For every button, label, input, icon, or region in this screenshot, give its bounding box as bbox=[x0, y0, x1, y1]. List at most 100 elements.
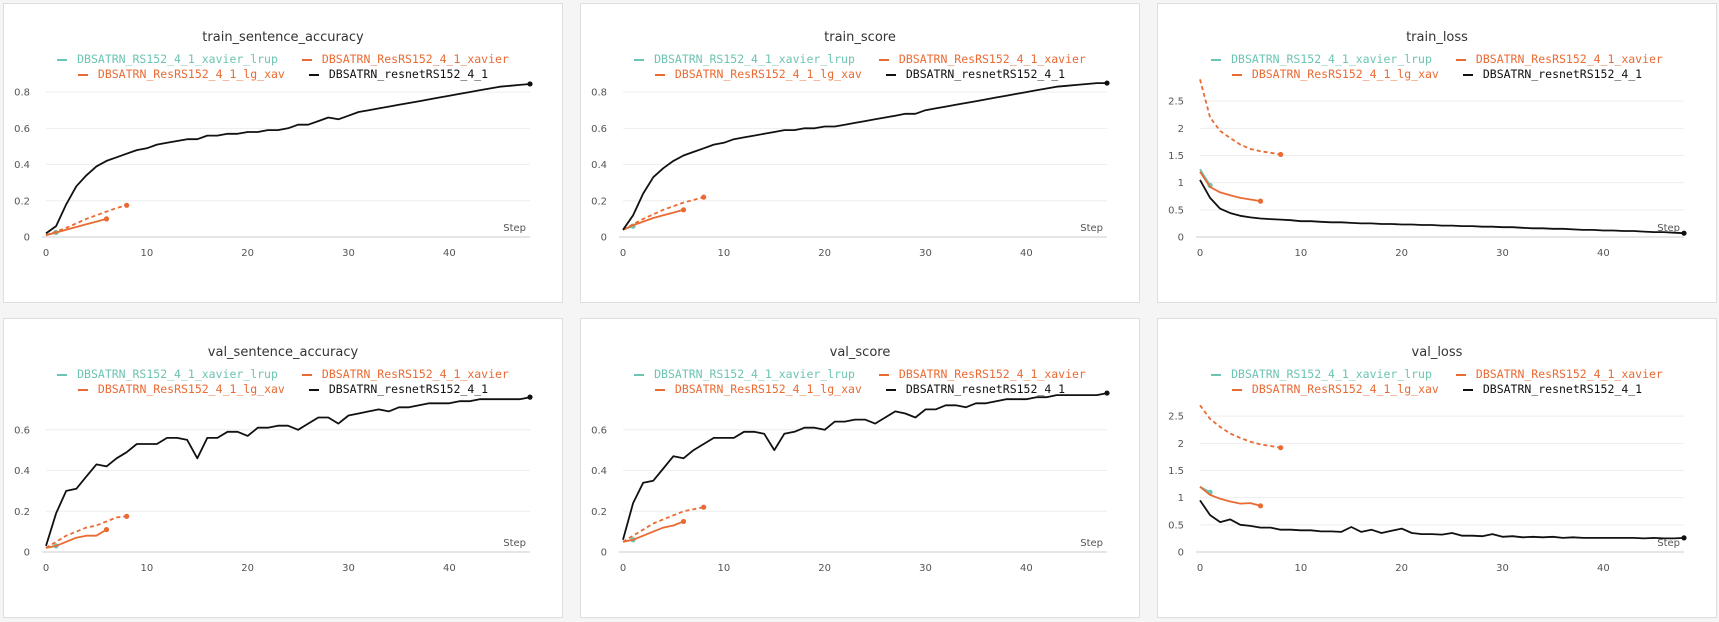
chart-plot-train-score: 0 0.2 0.4 0.6 0.8 0 10 20 30 40 Step bbox=[591, 80, 1110, 259]
chart-panel-val-sentence-accuracy: 0 0.2 0.4 0.6 0 10 20 30 40 Step val_sentence_acc… bbox=[3, 318, 563, 618]
legend-item-xavier-lrup[interactable]: DBSATRN_RS152_4_1_xavier_lrup bbox=[57, 367, 278, 382]
y-tick-label: 0.6 bbox=[591, 425, 607, 436]
x-tick-label: 40 bbox=[443, 563, 456, 574]
legend-item-xavier-lrup[interactable]: DBSATRN_RS152_4_1_xavier_lrup bbox=[1211, 52, 1432, 67]
x-tick-label: 0 bbox=[43, 248, 49, 259]
legend-item-resrs-lg-xav[interactable]: DBSATRN_ResRS152_4_1_lg_xav bbox=[77, 67, 285, 82]
chart-title: train_score bbox=[824, 30, 896, 45]
y-tick-label: 2 bbox=[1178, 439, 1184, 450]
legend-label: DBSATRN_resnetRS152_4_1 bbox=[328, 67, 489, 81]
series-line-resrs-lg-xav bbox=[622, 196, 704, 231]
y-tick-label: 0.8 bbox=[591, 88, 607, 99]
series-line-resrs-xavier bbox=[45, 528, 107, 549]
legend-label: DBSATRN_resnetRS152_4_1 bbox=[328, 382, 489, 396]
legend-label: DBSATRN_ResRS152_4_1_lg_xav bbox=[674, 382, 862, 396]
x-axis-label: Step bbox=[1080, 223, 1103, 234]
x-tick-label: 0 bbox=[43, 563, 49, 574]
series-end-marker bbox=[680, 207, 687, 213]
x-tick-label: 0 bbox=[1197, 248, 1203, 259]
chart-panel-train-loss: 0 0.5 1 1.5 2 2.5 0 10 20 30 40 Step train_loss DBS… bbox=[1157, 3, 1717, 303]
y-tick-label: 0.2 bbox=[591, 196, 607, 207]
x-tick-label: 40 bbox=[1020, 563, 1033, 574]
chart-title: val_sentence_accuracy bbox=[207, 345, 359, 360]
legend-item-resnet[interactable]: DBSATRN_resnetRS152_4_1 bbox=[885, 67, 1066, 82]
series-line-resrs-lg-xav bbox=[1199, 404, 1281, 449]
series-line-resnet bbox=[622, 82, 1107, 231]
legend-item-resrs-lg-xav[interactable]: DBSATRN_ResRS152_4_1_lg_xav bbox=[77, 382, 285, 397]
legend-item-resnet[interactable]: DBSATRN_resnetRS152_4_1 bbox=[1462, 67, 1643, 82]
series-end-marker bbox=[527, 394, 533, 400]
x-tick-label: 10 bbox=[140, 248, 153, 259]
x-tick-label: 20 bbox=[241, 563, 254, 574]
legend-label: DBSATRN_ResRS152_4_1_lg_xav bbox=[674, 67, 862, 81]
legend-item-resrs-xavier[interactable]: DBSATRN_ResRS152_4_1_xavier bbox=[301, 52, 509, 67]
legend-item-resnet[interactable]: DBSATRN_resnetRS152_4_1 bbox=[308, 382, 489, 397]
legend-swatch bbox=[634, 373, 645, 376]
legend-label: DBSATRN_ResRS152_4_1_xavier bbox=[1475, 367, 1663, 381]
legend-label: DBSATRN_RS152_4_1_xavier_lrup bbox=[77, 52, 278, 66]
series-end-marker bbox=[1104, 80, 1110, 86]
legend-label: DBSATRN_resnetRS152_4_1 bbox=[905, 67, 1066, 81]
series-end-marker bbox=[124, 202, 130, 208]
legend-label: DBSATRN_ResRS152_4_1_lg_xav bbox=[97, 67, 285, 81]
y-tick-label: 0.6 bbox=[14, 425, 30, 436]
series-line-resnet bbox=[1199, 499, 1685, 540]
legend-item-xavier-lrup[interactable]: DBSATRN_RS152_4_1_xavier_lrup bbox=[634, 367, 855, 382]
chart-plot-val-sentence-accuracy: 0 0.2 0.4 0.6 0 10 20 30 40 Step bbox=[14, 394, 533, 574]
legend-swatch bbox=[654, 73, 665, 76]
series-end-marker bbox=[701, 194, 707, 200]
series-line-resrs-xavier bbox=[622, 520, 684, 543]
chart-legend: DBSATRN_RS152_4_1_xavier_lrup DBSATRN_Re… bbox=[1158, 52, 1716, 82]
series-end-marker bbox=[1104, 390, 1110, 396]
chart-plot-val-loss: 0 0.5 1 1.5 2 2.5 0 10 20 30 40 Step bbox=[1168, 404, 1687, 574]
x-tick-label: 10 bbox=[717, 563, 730, 574]
series-line-resrs-lg-xav bbox=[45, 515, 127, 549]
legend-item-xavier-lrup[interactable]: DBSATRN_RS152_4_1_xavier_lrup bbox=[1211, 367, 1432, 382]
legend-item-resrs-lg-xav[interactable]: DBSATRN_ResRS152_4_1_lg_xav bbox=[1231, 67, 1439, 82]
series-end-marker bbox=[680, 518, 687, 525]
x-tick-label: 40 bbox=[443, 248, 456, 259]
series-line-resrs-lg-xav bbox=[622, 506, 704, 543]
series-line-resrs-lg-xav bbox=[45, 204, 127, 237]
legend-item-resnet[interactable]: DBSATRN_resnetRS152_4_1 bbox=[885, 382, 1065, 397]
x-tick-label: 40 bbox=[1597, 563, 1610, 574]
y-tick-label: 0.4 bbox=[14, 466, 30, 477]
chart-title: train_loss bbox=[1406, 30, 1468, 45]
legend-swatch bbox=[1231, 388, 1242, 391]
legend-swatch bbox=[57, 373, 68, 376]
x-tick-label: 10 bbox=[717, 248, 730, 259]
x-tick-label: 30 bbox=[342, 248, 355, 259]
legend-item-xavier-lrup[interactable]: DBSATRN_RS152_4_1_xavier_lrup bbox=[57, 52, 278, 67]
legend-item-xavier-lrup[interactable]: DBSATRN_RS152_4_1_xavier_lrup bbox=[634, 52, 855, 67]
legend-item-resrs-xavier[interactable]: DBSATRN_ResRS152_4_1_xavier bbox=[1455, 367, 1663, 382]
x-axis-label: Step bbox=[1657, 223, 1680, 234]
x-tick-label: 30 bbox=[1496, 248, 1509, 259]
legend-label: DBSATRN_ResRS152_4_1_lg_xav bbox=[1251, 382, 1439, 396]
legend-item-resnet[interactable]: DBSATRN_resnetRS152_4_1 bbox=[1462, 382, 1642, 397]
legend-item-resrs-lg-xav[interactable]: DBSATRN_ResRS152_4_1_lg_xav bbox=[1231, 382, 1439, 397]
legend-item-resrs-lg-xav[interactable]: DBSATRN_ResRS152_4_1_lg_xav bbox=[654, 67, 862, 82]
legend-label: DBSATRN_resnetRS152_4_1 bbox=[1482, 67, 1643, 81]
series-end-marker bbox=[1681, 230, 1687, 236]
x-tick-label: 30 bbox=[919, 563, 932, 574]
legend-item-resrs-xavier[interactable]: DBSATRN_ResRS152_4_1_xavier bbox=[301, 367, 509, 382]
legend-item-resrs-lg-xav[interactable]: DBSATRN_ResRS152_4_1_lg_xav bbox=[654, 382, 862, 397]
legend-swatch bbox=[878, 373, 889, 376]
series-end-marker bbox=[1681, 535, 1687, 541]
chart-panel-train-score: 0 0.2 0.4 0.6 0.8 0 10 20 30 40 Step train_score D… bbox=[580, 3, 1140, 303]
legend-item-resnet[interactable]: DBSATRN_resnetRS152_4_1 bbox=[308, 67, 489, 82]
y-tick-label: 0 bbox=[24, 233, 30, 244]
x-tick-label: 20 bbox=[241, 248, 254, 259]
legend-item-resrs-xavier[interactable]: DBSATRN_ResRS152_4_1_xavier bbox=[878, 52, 1086, 67]
series-line-resrs-xavier bbox=[622, 208, 684, 231]
legend-label: DBSATRN_RS152_4_1_xavier_lrup bbox=[654, 52, 855, 66]
y-tick-label: 0 bbox=[601, 548, 607, 559]
series-line-resnet bbox=[45, 396, 531, 547]
chart-legend: DBSATRN_RS152_4_1_xavier_lrup DBSATRN_Re… bbox=[581, 367, 1139, 397]
legend-item-resrs-xavier[interactable]: DBSATRN_ResRS152_4_1_xavier bbox=[878, 367, 1086, 382]
legend-item-resrs-xavier[interactable]: DBSATRN_ResRS152_4_1_xavier bbox=[1455, 52, 1663, 67]
x-axis-label: Step bbox=[1080, 538, 1103, 549]
legend-swatch bbox=[634, 58, 645, 61]
chart-title: val_score bbox=[829, 345, 891, 360]
legend-label: DBSATRN_ResRS152_4_1_xavier bbox=[321, 52, 509, 66]
